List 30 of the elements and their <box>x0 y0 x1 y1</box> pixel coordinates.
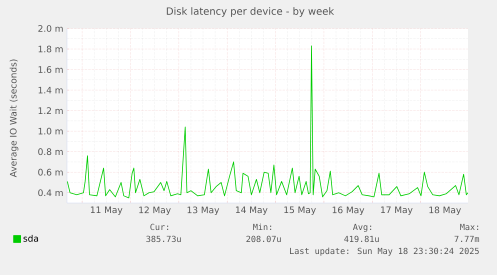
x-tick-label: 12 May <box>139 206 171 216</box>
x-tick-label: 11 May <box>90 206 122 215</box>
text: 419.81u <box>344 236 379 242</box>
y-tick-label: 0.8 m <box>38 148 63 156</box>
line-series <box>67 46 468 198</box>
y-tick-label: 0.4 m <box>38 189 63 196</box>
legend-label: sda <box>23 234 38 242</box>
text: 385.73u <box>146 236 181 242</box>
x-tick-label: 15 May <box>284 206 316 215</box>
text: Min: <box>253 224 272 230</box>
y-tick-label: 1.2 m <box>38 107 63 114</box>
text: 7.77m <box>454 236 480 242</box>
text: 208.07u <box>246 236 281 242</box>
text: Max: <box>460 224 478 230</box>
x-tick-label: 14 May <box>236 206 268 215</box>
y-tick-label: 1.0 m <box>38 128 63 135</box>
y-tick-label: 1.4 m <box>38 86 63 94</box>
y-tick-label: 0.6 m <box>38 168 63 176</box>
y-axis-title: Average IO Wait (seconds) <box>10 60 18 178</box>
y-tick-label: 1.8 m <box>38 46 63 52</box>
y-tick-label: 1.6 m <box>38 66 63 73</box>
chart-title: Disk latency per device - by week <box>166 7 334 17</box>
text: Cur: <box>150 224 168 230</box>
x-tick-label: 18 May <box>429 206 461 216</box>
x-tick-label: 16 May <box>332 206 364 216</box>
x-tick-label: 13 May <box>188 206 220 216</box>
x-tick-label: 17 May <box>381 206 413 215</box>
text: Avg: <box>352 224 372 232</box>
y-tick-label: 2.0 m <box>38 25 63 32</box>
text: Last update: Sun May 18 23:30:24 2025 <box>290 248 479 256</box>
